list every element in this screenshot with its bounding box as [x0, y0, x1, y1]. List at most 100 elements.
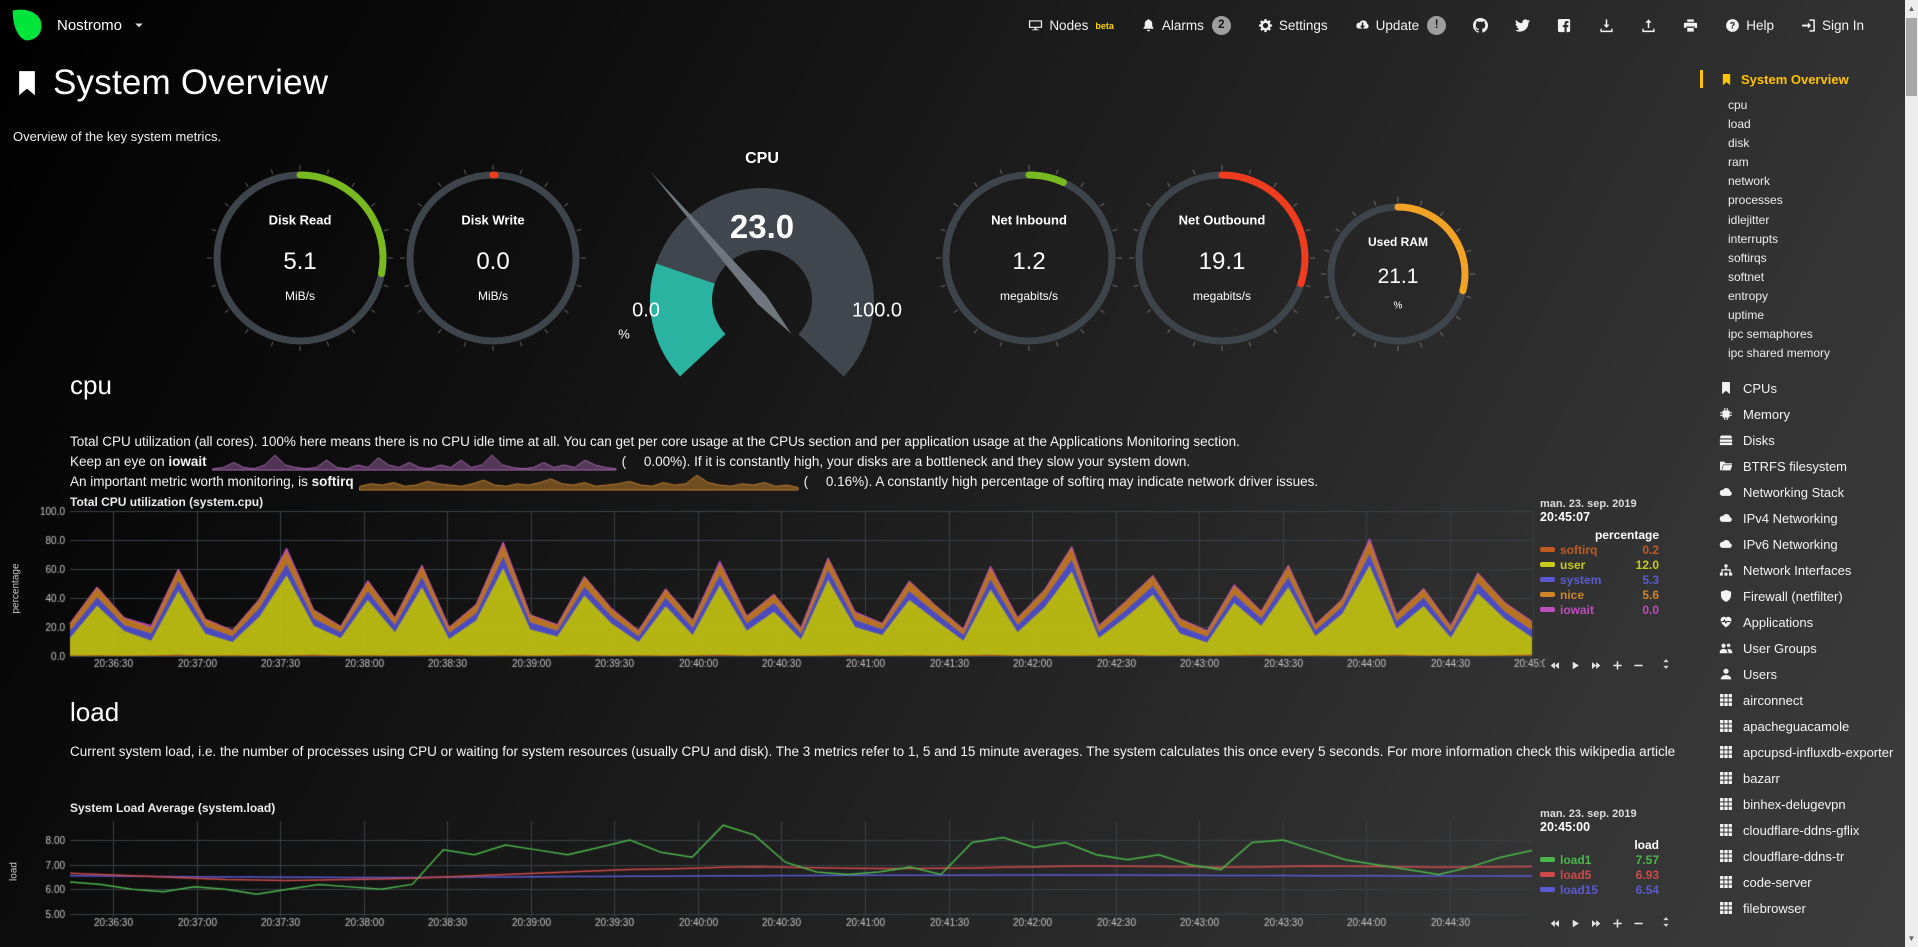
sidebar-item-filebrowser[interactable]: filebrowser [1700, 899, 1903, 919]
gear-icon [1258, 18, 1273, 33]
used-ram-gauge[interactable]: Used RAM 21.1% [1319, 195, 1477, 353]
legend-row-load5[interactable]: load5 6.93 [1540, 867, 1659, 882]
host-selector[interactable]: Nostromo [10, 7, 145, 43]
sidebar-item-disks[interactable]: Disks [1700, 431, 1903, 451]
sidebar-subitem-uptime[interactable]: uptime [1728, 308, 1765, 323]
nav-item-export[interactable] [1641, 18, 1656, 33]
sidebar-item-cpus[interactable]: CPUs [1700, 379, 1903, 399]
sidebar-item-network-interfaces[interactable]: Network Interfaces [1700, 561, 1903, 581]
sidebar-subitem-network[interactable]: network [1728, 174, 1771, 189]
legend-series-name: softirq [1560, 542, 1598, 557]
page-scrollbar[interactable]: ▲ ▼ [1905, 0, 1918, 947]
grid-icon [1719, 771, 1734, 785]
zoom-out-icon[interactable] [1633, 660, 1644, 671]
nav-item-signin[interactable]: Sign In [1801, 18, 1864, 33]
nav-item-print[interactable] [1683, 18, 1698, 33]
nav-item-alarms[interactable]: Alarms 2 [1141, 15, 1231, 35]
sidebar-subitem-cpu[interactable]: cpu [1728, 98, 1748, 112]
net-outbound-gauge[interactable]: Net Outbound 19.1 megabits/s [1127, 163, 1317, 353]
legend-row-iowait[interactable]: iowait 0.0 [1540, 602, 1659, 617]
legend-row-nice[interactable]: nice 5.6 [1540, 587, 1659, 602]
sidebar-item-applications[interactable]: Applications [1700, 613, 1903, 633]
cpu-gauge-chart[interactable]: CPU 23.0 0.0 100.0 % [612, 150, 912, 450]
sidebar-item-label: Firewall (netfilter) [1743, 589, 1843, 605]
nav-item-settings[interactable]: Settings [1258, 18, 1328, 33]
sidebar-subitem-interrupts[interactable]: interrupts [1728, 231, 1779, 246]
top-nav: Nodes beta Alarms 2 Settings Update! ? Help Sign… [1028, 0, 1864, 50]
sidebar-item-bazarr[interactable]: bazarr [1700, 769, 1903, 789]
pan-forward-icon[interactable] [1591, 660, 1602, 671]
scroll-down-icon[interactable]: ▼ [1907, 934, 1916, 943]
load-chart-canvas[interactable] [25, 815, 1545, 940]
sidebar-item-btrfs-filesystem[interactable]: BTRFS filesystem [1700, 457, 1903, 477]
legend-row-user[interactable]: user 12.0 [1540, 557, 1659, 572]
sidebar-item-airconnect[interactable]: airconnect [1700, 691, 1903, 711]
gauge-needle [650, 171, 792, 334]
legend-series-name: iowait [1560, 602, 1595, 617]
scrollbar-thumb[interactable] [1906, 18, 1917, 96]
cpu-chart-canvas[interactable] [25, 505, 1545, 680]
sidebar-subitem-disk[interactable]: disk [1728, 136, 1750, 151]
sidebar-subitem-idlejitter[interactable]: idlejitter [1728, 212, 1770, 227]
nav-item-nodes[interactable]: Nodes beta [1028, 18, 1114, 33]
nav-badge: 2 [1211, 15, 1231, 35]
sidebar-subitem-processes[interactable]: processes [1728, 193, 1783, 208]
nav-item-update[interactable]: Update! [1355, 15, 1447, 35]
sidebar-item-apcupsd-influxdb-exporter[interactable]: apcupsd-influxdb-exporter [1700, 743, 1903, 763]
sidebar-subitem-ipc-shared-memory[interactable]: ipc shared memory [1728, 346, 1831, 361]
pan-backward-icon[interactable] [1549, 660, 1560, 671]
disk-write-gauge[interactable]: Disk Write 0.0 MiB/s [398, 163, 588, 353]
sidebar-subitem-ram[interactable]: ram [1728, 155, 1749, 170]
legend-row-load15[interactable]: load15 6.54 [1540, 882, 1659, 897]
sidebar-item-label: IPv6 Networking [1743, 537, 1838, 553]
nav-item-label: Update [1375, 17, 1420, 33]
nav-item-github[interactable] [1473, 17, 1489, 33]
sidebar-subitem-load[interactable]: load [1728, 117, 1751, 132]
sidebar-item-label: filebrowser [1743, 901, 1806, 917]
sidebar-item-apacheguacamole[interactable]: apacheguacamole [1700, 717, 1903, 737]
sidebar-item-label: airconnect [1743, 693, 1803, 709]
nav-item-facebook[interactable] [1557, 18, 1572, 33]
sidebar-item-firewall-netfilter-[interactable]: Firewall (netfilter) [1700, 587, 1903, 607]
nav-item-twitter[interactable] [1515, 18, 1531, 33]
legend-row-softirq[interactable]: softirq 0.2 [1540, 542, 1659, 557]
cpu-chart-resize-handle[interactable] [1660, 657, 1672, 675]
sidebar-subitem-softnet[interactable]: softnet [1728, 269, 1765, 284]
net-inbound-gauge[interactable]: Net Inbound 1.2 megabits/s [934, 163, 1124, 353]
legend-dash-icon [1540, 857, 1555, 862]
zoom-out-icon[interactable] [1633, 918, 1644, 929]
used-ram-unit: % [1393, 300, 1403, 312]
cloud-icon [1719, 485, 1734, 499]
sidebar-item-label: User Groups [1743, 641, 1817, 657]
load-chart-resize-handle[interactable] [1660, 915, 1672, 933]
sidebar-subitem-entropy[interactable]: entropy [1728, 288, 1769, 303]
sidebar-subitem-softirqs[interactable]: softirqs [1728, 250, 1767, 265]
sidebar-item-users[interactable]: Users [1700, 665, 1903, 685]
sidebar-item-user-groups[interactable]: User Groups [1700, 639, 1903, 659]
sidebar-item-system-overview[interactable]: System Overview [1700, 70, 1903, 88]
zoom-in-icon[interactable] [1612, 918, 1623, 929]
signin-icon [1801, 18, 1816, 33]
sidebar-item-ipv6-networking[interactable]: IPv6 Networking [1700, 535, 1903, 555]
nav-item-import[interactable] [1599, 18, 1614, 33]
sidebar-item-cloudflare-ddns-gflix[interactable]: cloudflare-ddns-gflix [1700, 821, 1903, 841]
sidebar-item-memory[interactable]: Memory [1700, 405, 1903, 425]
sidebar-item-networking-stack[interactable]: Networking Stack [1700, 483, 1903, 503]
net-outbound-label: Net Outbound [1178, 212, 1266, 228]
play-icon[interactable] [1570, 918, 1581, 929]
pan-backward-icon[interactable] [1549, 918, 1560, 929]
sidebar-item-cloudflare-ddns-tr[interactable]: cloudflare-ddns-tr [1700, 847, 1903, 867]
disk-read-gauge[interactable]: Disk Read 5.1 MiB/s [205, 163, 395, 353]
sidebar-item-binhex-delugevpn[interactable]: binhex-delugevpn [1700, 795, 1903, 815]
nav-item-help[interactable]: ? Help [1725, 18, 1774, 33]
legend-row-load1[interactable]: load1 7.57 [1540, 852, 1659, 867]
sidebar-subitem-ipc-semaphores[interactable]: ipc semaphores [1728, 327, 1813, 342]
play-icon[interactable] [1570, 660, 1581, 671]
legend-row-system[interactable]: system 5.3 [1540, 572, 1659, 587]
sidebar-item-ipv4-networking[interactable]: IPv4 Networking [1700, 509, 1903, 529]
pan-forward-icon[interactable] [1591, 918, 1602, 929]
zoom-in-icon[interactable] [1612, 660, 1623, 671]
nav-item-label: Settings [1278, 17, 1328, 33]
scroll-up-icon[interactable]: ▲ [1907, 4, 1916, 13]
sidebar-item-code-server[interactable]: code-server [1700, 873, 1903, 893]
